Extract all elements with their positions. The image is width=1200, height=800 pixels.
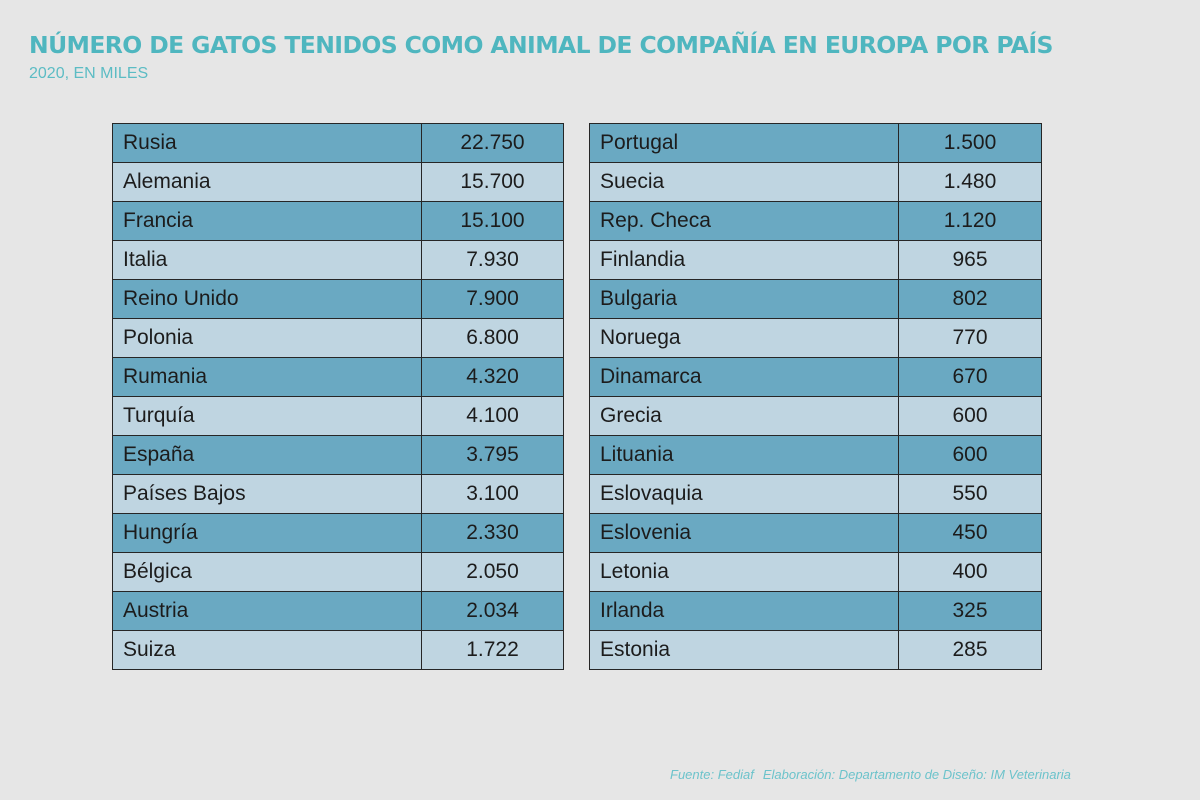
table-row: Hungría 2.330 — [112, 513, 564, 553]
value-cell: 1.500 — [898, 123, 1042, 163]
country-cell: Alemania — [112, 162, 422, 202]
country-cell: España — [112, 435, 422, 475]
value-cell: 1.120 — [898, 201, 1042, 241]
table-row: Portugal 1.500 — [589, 123, 1042, 163]
table-row: Austria 2.034 — [112, 591, 564, 631]
table-right: Portugal 1.500 Suecia 1.480 Rep. Checa 1.120 F… — [589, 123, 1042, 670]
table-row: Noruega 770 — [589, 318, 1042, 358]
table-row: Eslovaquia 550 — [589, 474, 1042, 514]
country-cell: Dinamarca — [589, 357, 899, 397]
country-cell: Letonia — [589, 552, 899, 592]
table-row: Dinamarca 670 — [589, 357, 1042, 397]
footer-source: Fuente: Fediaf — [670, 767, 754, 782]
table-row: Grecia 600 — [589, 396, 1042, 436]
table-row: Letonia 400 — [589, 552, 1042, 592]
value-cell: 2.034 — [421, 591, 564, 631]
country-cell: Noruega — [589, 318, 899, 358]
value-cell: 4.320 — [421, 357, 564, 397]
value-cell: 7.900 — [421, 279, 564, 319]
page-subtitle: 2020, EN MILES — [29, 65, 149, 82]
value-cell: 3.100 — [421, 474, 564, 514]
value-cell: 670 — [898, 357, 1042, 397]
value-cell: 3.795 — [421, 435, 564, 475]
country-cell: Portugal — [589, 123, 899, 163]
country-cell: Países Bajos — [112, 474, 422, 514]
table-row: Rumania 4.320 — [112, 357, 564, 397]
value-cell: 802 — [898, 279, 1042, 319]
table-row: Países Bajos 3.100 — [112, 474, 564, 514]
value-cell: 400 — [898, 552, 1042, 592]
country-cell: Suiza — [112, 630, 422, 670]
table-row: España 3.795 — [112, 435, 564, 475]
page-title: NÚMERO DE GATOS TENIDOS COMO ANIMAL DE C… — [29, 31, 1053, 59]
country-cell: Finlandia — [589, 240, 899, 280]
table-row: Eslovenia 450 — [589, 513, 1042, 553]
value-cell: 2.330 — [421, 513, 564, 553]
table-row: Estonia 285 — [589, 630, 1042, 670]
country-cell: Eslovaquia — [589, 474, 899, 514]
value-cell: 6.800 — [421, 318, 564, 358]
value-cell: 15.100 — [421, 201, 564, 241]
table-row: Francia 15.100 — [112, 201, 564, 241]
country-cell: Estonia — [589, 630, 899, 670]
country-cell: Polonia — [112, 318, 422, 358]
country-cell: Rusia — [112, 123, 422, 163]
value-cell: 450 — [898, 513, 1042, 553]
table-row: Reino Unido 7.900 — [112, 279, 564, 319]
table-row: Bélgica 2.050 — [112, 552, 564, 592]
country-cell: Reino Unido — [112, 279, 422, 319]
country-cell: Suecia — [589, 162, 899, 202]
value-cell: 770 — [898, 318, 1042, 358]
value-cell: 4.100 — [421, 396, 564, 436]
value-cell: 285 — [898, 630, 1042, 670]
country-cell: Irlanda — [589, 591, 899, 631]
table-row: Suiza 1.722 — [112, 630, 564, 670]
table-row: Lituania 600 — [589, 435, 1042, 475]
table-row: Bulgaria 802 — [589, 279, 1042, 319]
table-row: Polonia 6.800 — [112, 318, 564, 358]
country-cell: Italia — [112, 240, 422, 280]
footer-credits: Fuente: Fediaf Elaboración: Departamento … — [670, 767, 1080, 782]
value-cell: 600 — [898, 435, 1042, 475]
country-cell: Grecia — [589, 396, 899, 436]
value-cell: 325 — [898, 591, 1042, 631]
value-cell: 600 — [898, 396, 1042, 436]
table-row: Finlandia 965 — [589, 240, 1042, 280]
value-cell: 550 — [898, 474, 1042, 514]
table-row: Turquía 4.100 — [112, 396, 564, 436]
country-cell: Francia — [112, 201, 422, 241]
country-cell: Rumania — [112, 357, 422, 397]
value-cell: 22.750 — [421, 123, 564, 163]
footer-credit: Elaboración: Departamento de Diseño: IM … — [762, 767, 1071, 782]
country-cell: Austria — [112, 591, 422, 631]
country-cell: Turquía — [112, 396, 422, 436]
value-cell: 2.050 — [421, 552, 564, 592]
value-cell: 7.930 — [421, 240, 564, 280]
table-left: Rusia 22.750 Alemania 15.700 Francia 15.100 It… — [112, 123, 564, 670]
value-cell: 1.722 — [421, 630, 564, 670]
country-cell: Lituania — [589, 435, 899, 475]
country-cell: Rep. Checa — [589, 201, 899, 241]
table-row: Alemania 15.700 — [112, 162, 564, 202]
table-row: Rusia 22.750 — [112, 123, 564, 163]
table-row: Italia 7.930 — [112, 240, 564, 280]
value-cell: 15.700 — [421, 162, 564, 202]
country-cell: Bulgaria — [589, 279, 899, 319]
country-cell: Eslovenia — [589, 513, 899, 553]
value-cell: 1.480 — [898, 162, 1042, 202]
table-row: Rep. Checa 1.120 — [589, 201, 1042, 241]
table-row: Irlanda 325 — [589, 591, 1042, 631]
country-cell: Bélgica — [112, 552, 422, 592]
table-row: Suecia 1.480 — [589, 162, 1042, 202]
country-cell: Hungría — [112, 513, 422, 553]
value-cell: 965 — [898, 240, 1042, 280]
